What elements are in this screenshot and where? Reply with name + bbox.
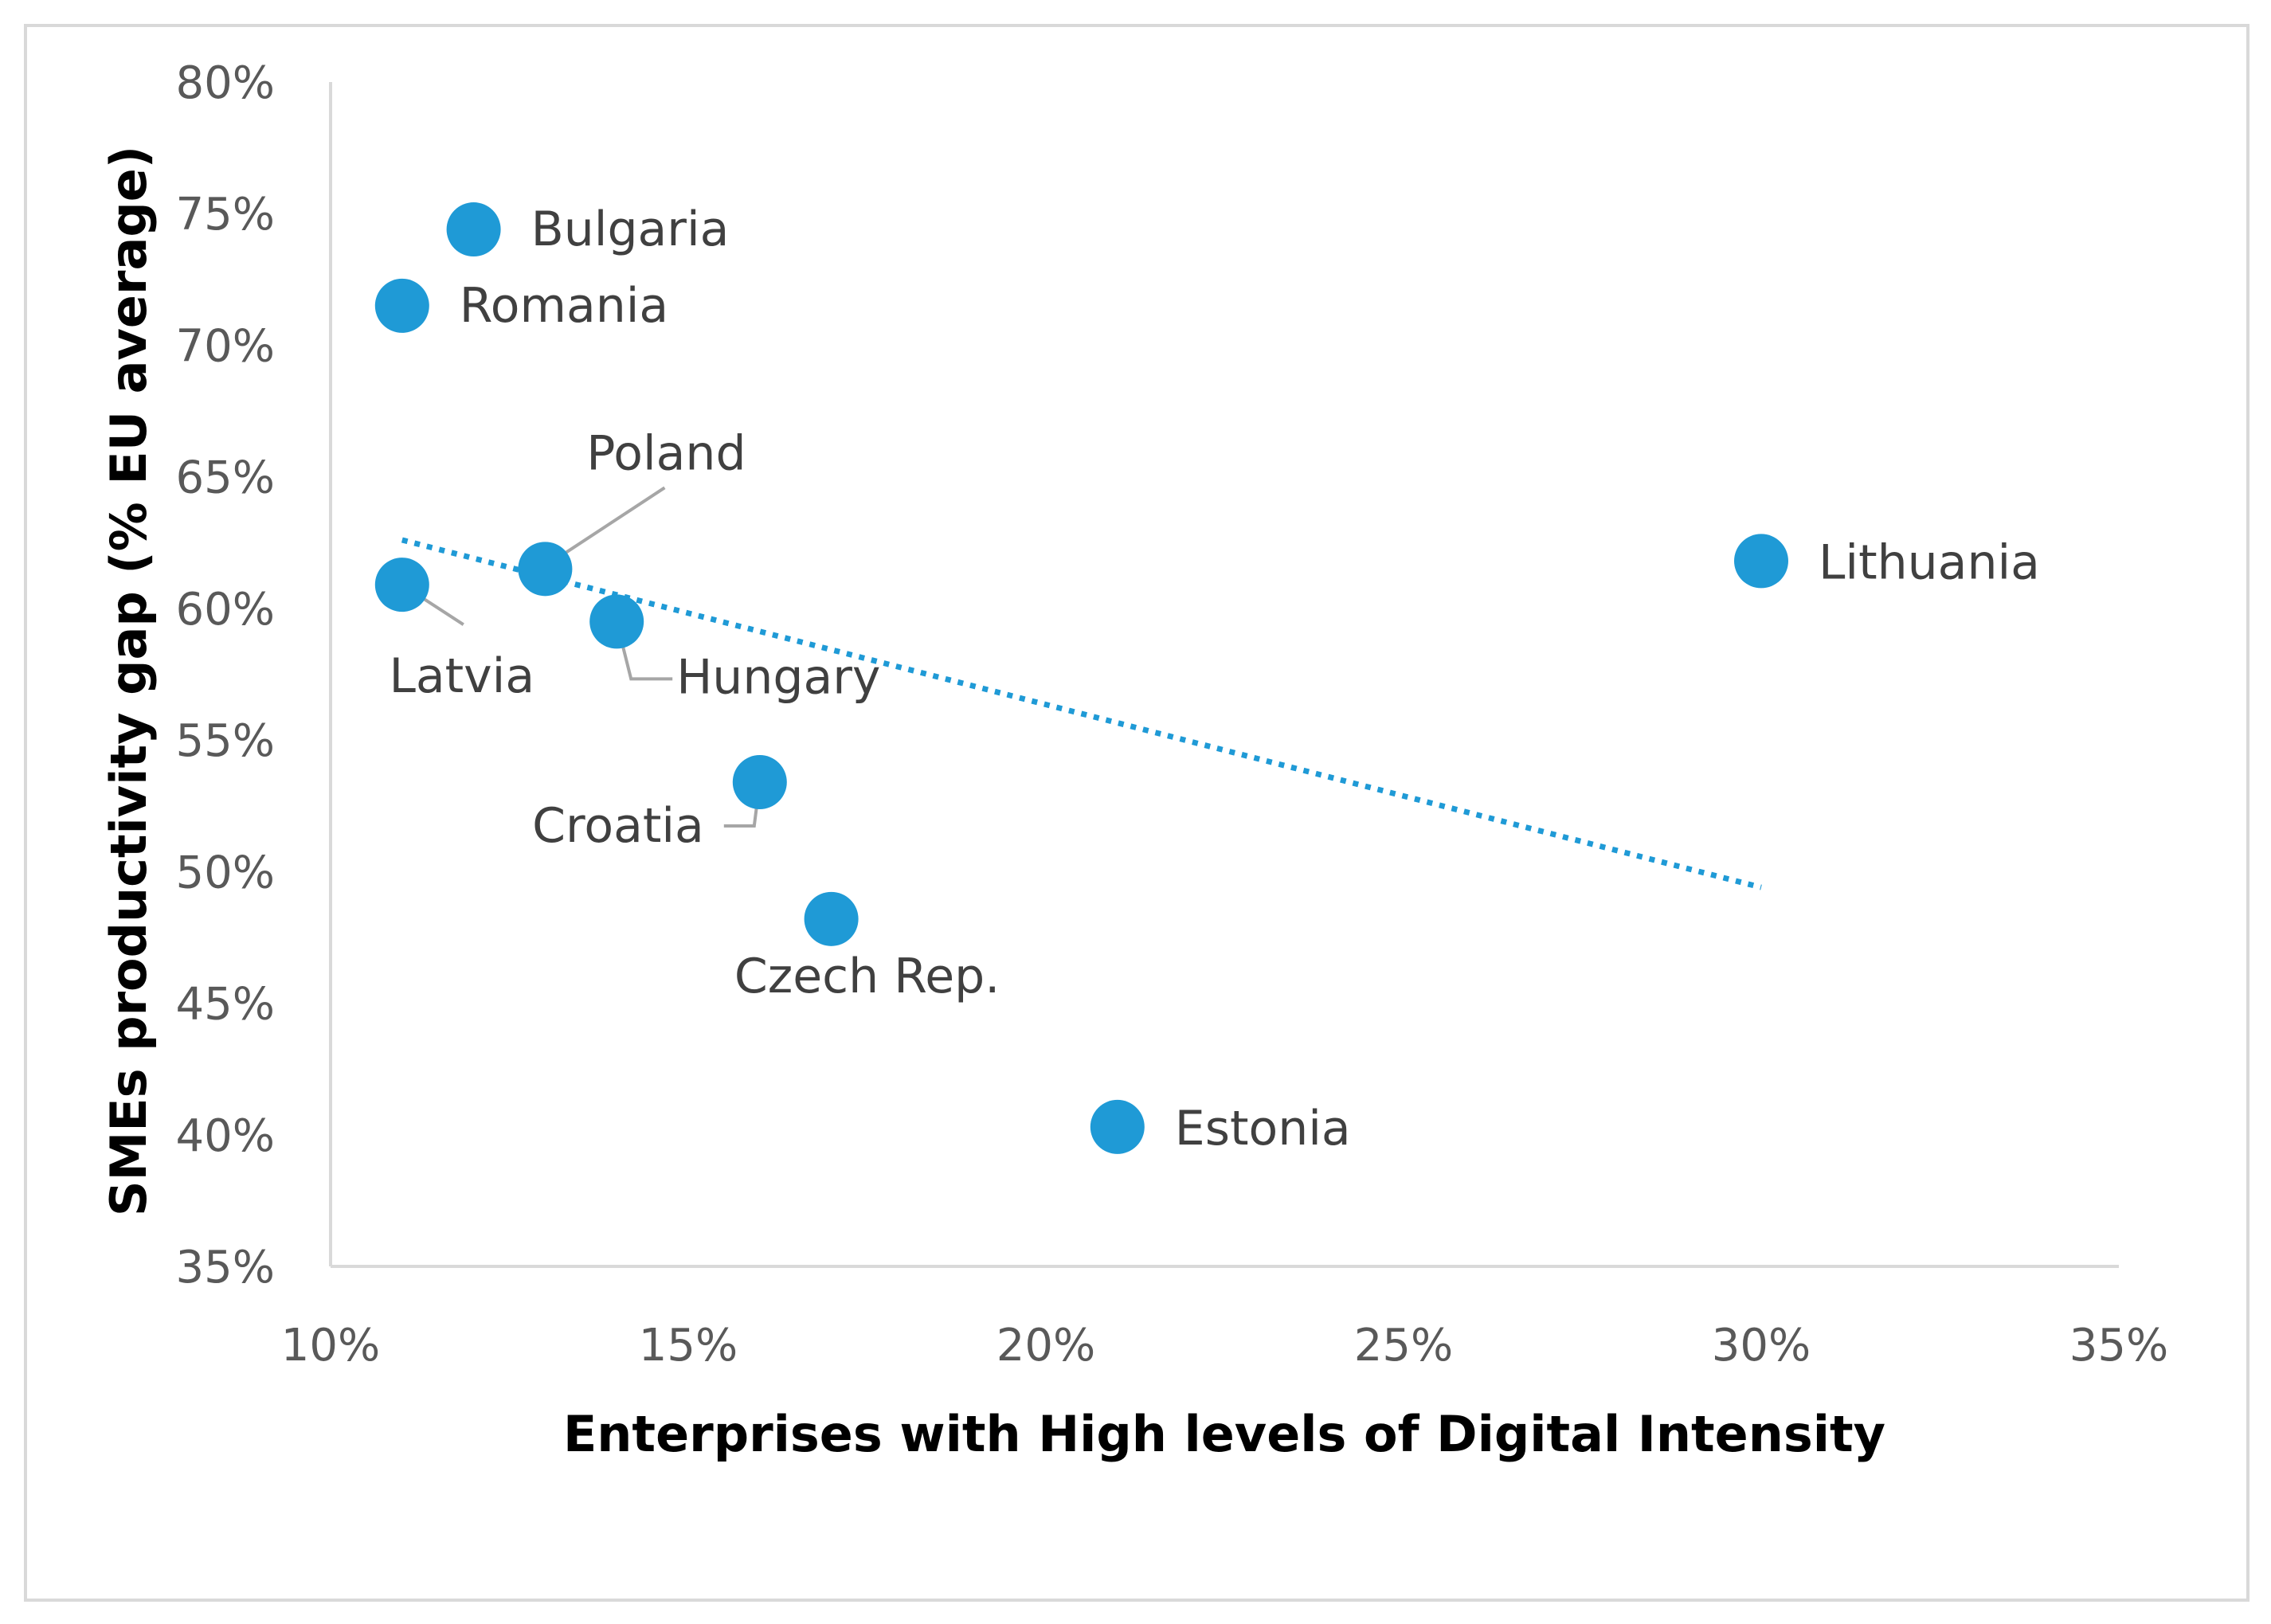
y-tick-label: 50%: [176, 847, 275, 898]
y-tick-label: 75%: [176, 189, 275, 241]
y-tick-label: 40%: [176, 1110, 275, 1162]
y-tick-label: 80%: [176, 57, 275, 109]
data-point-poland: [518, 542, 573, 597]
y-tick-label: 55%: [176, 715, 275, 767]
point-label-hungary: Hungary: [676, 649, 880, 705]
y-tick-label: 45%: [176, 979, 275, 1031]
point-label-estonia: Estonia: [1175, 1101, 1351, 1156]
y-tick-label: 35%: [176, 1242, 275, 1293]
data-point-latvia: [374, 558, 429, 612]
point-label-lithuania: Lithuania: [1819, 534, 2040, 590]
x-tick-label: 35%: [2069, 1320, 2168, 1372]
x-axis-title: Enterprises with High levels of Digital …: [563, 1405, 1885, 1463]
data-point-bulgaria: [446, 202, 501, 257]
point-label-romania: Romania: [460, 278, 668, 334]
point-labels: Bulgaria Romania Poland Latvia Hungary Lithua…: [389, 202, 2039, 1156]
point-label-bulgaria: Bulgaria: [531, 202, 730, 257]
axes: [329, 82, 2119, 1268]
x-tick-label: 25%: [1354, 1320, 1453, 1372]
data-point-lithuania: [1734, 534, 1788, 589]
point-label-croatia: Croatia: [532, 798, 704, 854]
x-tick-label: 15%: [639, 1320, 738, 1372]
data-point-czech-rep: [804, 891, 859, 946]
point-label-czech-rep: Czech Rep.: [734, 949, 1000, 1004]
data-point-croatia: [732, 754, 787, 809]
y-tick-label: 65%: [176, 452, 275, 504]
data-point-romania: [374, 278, 429, 333]
y-axis-title: SMEs productivity gap (% EU average): [100, 146, 158, 1216]
x-tick-label: 10%: [281, 1320, 380, 1372]
data-point-estonia: [1090, 1099, 1145, 1154]
y-tick-label: 60%: [176, 584, 275, 636]
leader-line-poland: [552, 486, 666, 562]
x-tick-label: 20%: [996, 1320, 1095, 1372]
x-tick-label: 30%: [1712, 1320, 1811, 1372]
point-label-poland: Poland: [586, 425, 746, 481]
point-label-latvia: Latvia: [389, 648, 534, 704]
data-point-hungary: [589, 594, 644, 649]
tick-labels: 35% 40% 45% 50% 55% 60% 65% 70% 75% 80% 10% 15% 20% 2…: [176, 57, 2169, 1372]
data-points: [374, 202, 1788, 1154]
y-tick-label: 70%: [176, 320, 275, 372]
